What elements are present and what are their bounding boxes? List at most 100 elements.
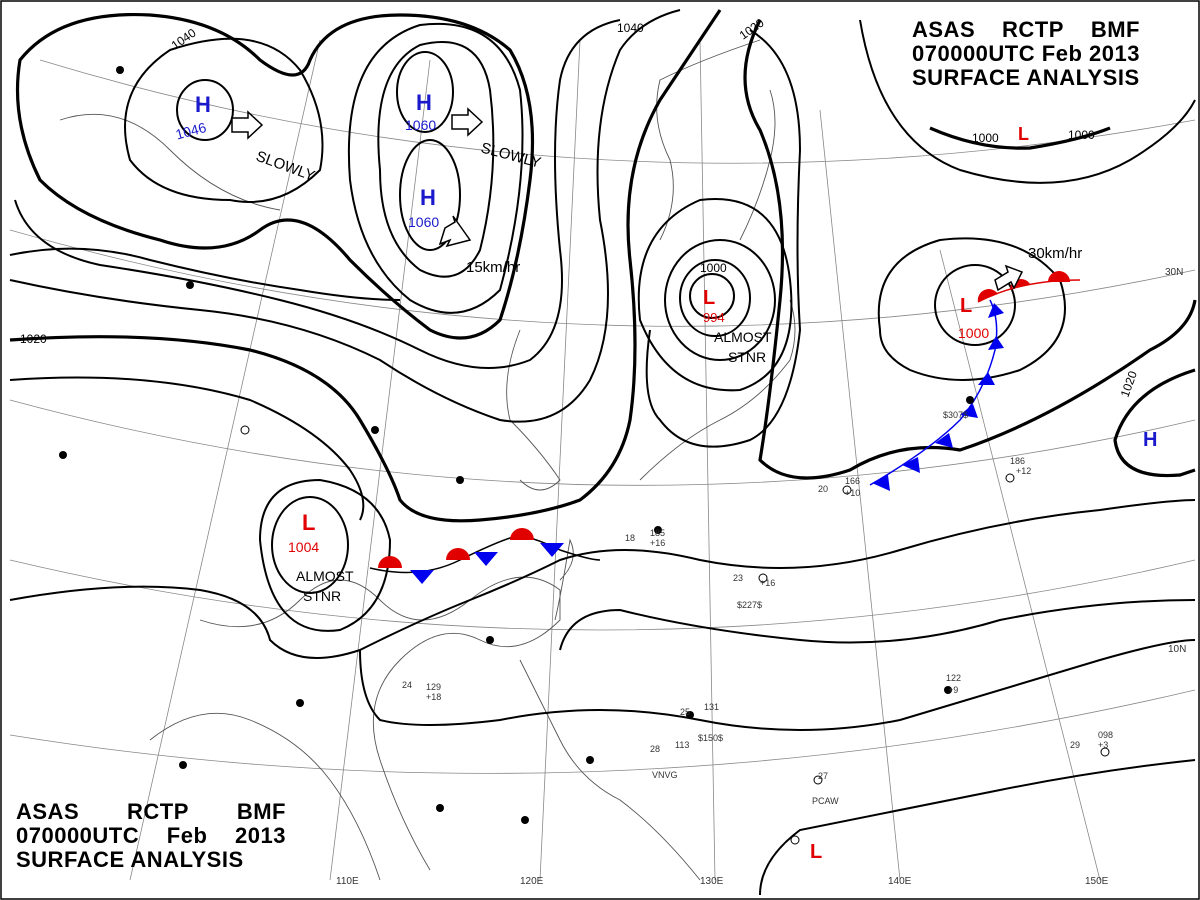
title-issuer: ASAS [912, 17, 976, 42]
isobar [859, 19, 1196, 184]
movement-arrow [231, 110, 264, 140]
station-symbol [116, 66, 124, 74]
low-center-value: 1004 [288, 539, 319, 555]
isobar [9, 247, 401, 301]
stationary-note-line2: STNR [728, 349, 766, 365]
station-reading: 25 [680, 707, 690, 717]
isobar [664, 239, 776, 361]
title-row-2: 070000UTC Feb 2013 [16, 824, 286, 848]
title-agency: BMF [1090, 17, 1140, 42]
isobar [396, 51, 454, 133]
station-reading: +16 [650, 538, 665, 548]
warm-front-half [510, 528, 534, 540]
title-row-2: 070000UTC Feb 2013 [912, 42, 1140, 66]
isobar-label: 1040 [169, 25, 199, 52]
station-reading: 27 [818, 771, 828, 781]
chart-title-top: ASAS RCTP BMF 070000UTC Feb 2013 SURFACE… [912, 18, 1140, 90]
title-row-3: SURFACE ANALYSIS [912, 66, 1140, 90]
title-product: SURFACE ANALYSIS [912, 65, 1140, 90]
pressure-centers: H 1046 H 1060 H 1060 L 994 L 1000 L 1004… [174, 90, 1158, 863]
station-reading: 23 [733, 573, 743, 583]
isobar [679, 259, 751, 337]
low-center-value: 1000 [958, 325, 989, 341]
low-center-letter: L [810, 841, 822, 863]
cold-front-triangle [960, 404, 978, 418]
station-symbol [486, 636, 494, 644]
station-symbol [456, 476, 464, 484]
low-center-value: 994 [703, 310, 725, 325]
coastline [506, 329, 561, 491]
station-reading: 186 [1010, 456, 1025, 466]
station-reading: 29 [1070, 740, 1080, 750]
movement-arrow [994, 264, 1024, 292]
station-symbol [944, 686, 952, 694]
cold-front-triangle [978, 372, 995, 385]
cold-front-triangle [935, 433, 953, 448]
coastline [149, 712, 381, 881]
station-symbol [59, 451, 67, 459]
title-issuer: ASAS [16, 799, 80, 824]
station-symbol [790, 835, 800, 845]
title-product: SURFACE ANALYSIS [16, 847, 244, 872]
station-reading: 18 [625, 533, 635, 543]
high-center-value: 1060 [408, 214, 439, 230]
title-row-1: ASAS RCTP BMF [16, 800, 286, 824]
station-reading: 166 [845, 476, 860, 486]
station-reading: +18 [426, 692, 441, 702]
warm-front-half [378, 556, 402, 568]
station-reading: 20 [818, 484, 828, 494]
meridian [539, 39, 581, 881]
station-symbol [654, 526, 662, 534]
parallel [9, 399, 1196, 486]
isobars [9, 9, 1197, 896]
station-symbol [296, 699, 304, 707]
isobar [399, 139, 461, 251]
station-reading: +3 [1098, 740, 1108, 750]
station-symbol [1100, 747, 1110, 757]
high-center-letter: H [1143, 429, 1157, 451]
station-readings: 20 166 +10 23 +16 $227$ 18 185 +16 25 13… [402, 410, 1113, 806]
meridian [699, 39, 716, 881]
isobar-label: 1040 [617, 21, 644, 35]
coastlines [59, 39, 796, 881]
movement-text: SLOWLY [254, 148, 318, 185]
latitude-label: 10N [1168, 644, 1186, 655]
meridian [939, 249, 1101, 881]
station-reading: 185 [650, 528, 665, 538]
cold-front-triangle [872, 475, 890, 491]
stationary-notes: ALMOST STNR ALMOST STNR [296, 329, 772, 604]
isobar [124, 37, 324, 203]
lat-lon-grid [9, 39, 1196, 881]
title-row-3: SURFACE ANALYSIS [16, 848, 286, 872]
isobar-label: 1000 [972, 131, 999, 145]
isobar [377, 41, 495, 278]
isobar [929, 126, 1111, 150]
station-reading: 131 [704, 702, 719, 712]
isobar [9, 499, 1196, 659]
meridian [129, 39, 321, 881]
isobar [689, 273, 735, 319]
latitude-label: 30N [1165, 267, 1183, 278]
longitude-label: 150E [1085, 876, 1109, 887]
cold-front-triangle [902, 457, 920, 473]
station-reading: 098 [1098, 730, 1113, 740]
high-center-letter: H [420, 185, 436, 210]
isobar [877, 237, 1066, 381]
longitude-label: 120E [520, 876, 544, 887]
station-symbol [186, 281, 194, 289]
coastline [656, 39, 761, 241]
coastline [739, 89, 776, 241]
fronts [369, 271, 1081, 584]
isobar-label: 1000 [1068, 128, 1095, 142]
title-station: RCTP [1002, 17, 1064, 42]
stationary-note-line2: STNR [303, 588, 341, 604]
cold-front-triangle [988, 336, 1004, 350]
station-reading: +16 [760, 578, 775, 588]
warm-front-half [1048, 271, 1070, 282]
title-month: Feb [1041, 41, 1083, 66]
movement-annotations: SLOWLY SLOWLY 15km/hr 30km/hr [254, 139, 1083, 276]
isobar [559, 599, 1196, 651]
isobar [637, 198, 793, 392]
title-time: 070000UTC [16, 823, 140, 848]
movement-text: 30km/hr [1028, 245, 1082, 262]
